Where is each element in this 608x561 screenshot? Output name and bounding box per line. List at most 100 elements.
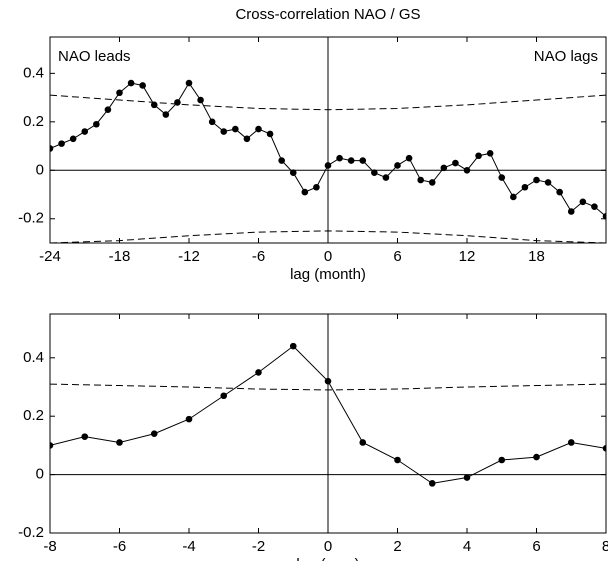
data-point <box>602 445 606 452</box>
data-point <box>336 154 343 162</box>
annotation: NAO lags <box>534 48 598 65</box>
x-tick-label: -2 <box>252 538 265 555</box>
x-tick-label: -6 <box>113 538 126 555</box>
x-tick-label: -24 <box>39 248 61 265</box>
x-tick-label: -12 <box>178 248 200 265</box>
data-point <box>255 125 262 133</box>
data-point <box>313 183 320 191</box>
annotation: NAO leads <box>58 48 131 65</box>
x-tick-label: 8 <box>602 538 608 555</box>
x-tick-label: 2 <box>393 538 401 555</box>
data-point <box>185 79 193 87</box>
y-tick-label: 0.4 <box>23 64 44 81</box>
data-point <box>440 164 448 172</box>
y-tick-label: -0.2 <box>18 210 44 227</box>
data-point <box>81 433 89 440</box>
data-point <box>463 474 471 481</box>
x-tick-label: -6 <box>252 248 265 265</box>
data-point <box>289 169 297 177</box>
data-point <box>324 377 332 385</box>
confidence-line <box>50 383 606 391</box>
data-point <box>347 157 355 164</box>
data-point <box>266 130 274 138</box>
data-point <box>533 453 540 461</box>
data-point <box>81 128 89 135</box>
data-point <box>197 96 204 104</box>
y-tick-label: 0.2 <box>23 113 44 130</box>
data-point <box>567 208 575 215</box>
confidence-line <box>50 94 606 111</box>
plot-area <box>50 342 606 487</box>
data-point <box>498 456 506 464</box>
data-point <box>602 213 606 220</box>
x-tick-label: 6 <box>393 248 401 265</box>
data-point <box>428 179 436 186</box>
data-point <box>359 439 367 446</box>
data-point <box>417 176 424 184</box>
x-tick-label: -8 <box>43 538 56 555</box>
data-point <box>185 415 193 423</box>
data-point <box>556 188 563 196</box>
data-point <box>289 342 297 350</box>
data-point <box>463 166 471 174</box>
data-point <box>382 174 390 181</box>
x-tick-label: 18 <box>528 248 545 265</box>
data-point <box>127 79 135 87</box>
data-point <box>93 120 100 128</box>
data-point <box>567 439 575 446</box>
x-tick-label: 6 <box>532 538 540 555</box>
data-point <box>544 179 552 186</box>
data-point <box>394 162 401 169</box>
data-point <box>498 174 506 181</box>
data-point <box>208 118 216 126</box>
y-tick-label: -0.2 <box>18 524 44 541</box>
data-point <box>104 106 112 114</box>
x-axis-label: lag (month) <box>290 266 366 283</box>
data-point <box>232 125 239 133</box>
data-point <box>475 152 482 160</box>
data-point <box>521 183 529 191</box>
data-point <box>50 145 54 152</box>
data-point <box>255 369 262 376</box>
x-tick-label: -18 <box>109 248 131 265</box>
data-point <box>301 188 309 196</box>
data-point <box>220 392 228 400</box>
x-tick-label: 0 <box>324 538 332 555</box>
data-point <box>150 430 158 438</box>
data-point <box>510 193 517 201</box>
data-point <box>371 169 378 177</box>
data-point <box>579 198 587 206</box>
x-tick-label: -4 <box>182 538 195 555</box>
confidence-line <box>50 230 606 243</box>
data-point <box>278 157 285 164</box>
y-tick-label: 0.4 <box>23 349 44 366</box>
data-point <box>324 162 332 169</box>
data-point <box>359 157 367 164</box>
data-point <box>452 159 459 167</box>
data-point <box>50 442 54 449</box>
chart-title: Cross-correlation NAO / GS <box>235 6 420 23</box>
data-point <box>116 89 123 97</box>
data-point <box>405 154 413 162</box>
axes-frame <box>49 313 607 534</box>
y-tick-label: 0 <box>36 161 44 178</box>
data-point <box>533 176 540 184</box>
data-point <box>220 128 228 135</box>
data-point <box>69 135 77 143</box>
data-point <box>139 82 146 89</box>
data-point <box>150 101 158 109</box>
data-point <box>58 140 65 147</box>
axes-frame <box>49 36 607 244</box>
data-point <box>162 111 170 118</box>
x-tick-label: 4 <box>463 538 471 555</box>
y-tick-label: 0 <box>36 466 44 483</box>
data-point <box>591 203 598 210</box>
data-point <box>174 99 181 106</box>
x-axis-label: lag (year) <box>296 556 359 561</box>
plot-area <box>50 79 606 243</box>
data-point <box>116 439 123 446</box>
x-tick-label: 0 <box>324 248 332 265</box>
data-point <box>428 480 436 487</box>
data-point <box>394 456 401 464</box>
